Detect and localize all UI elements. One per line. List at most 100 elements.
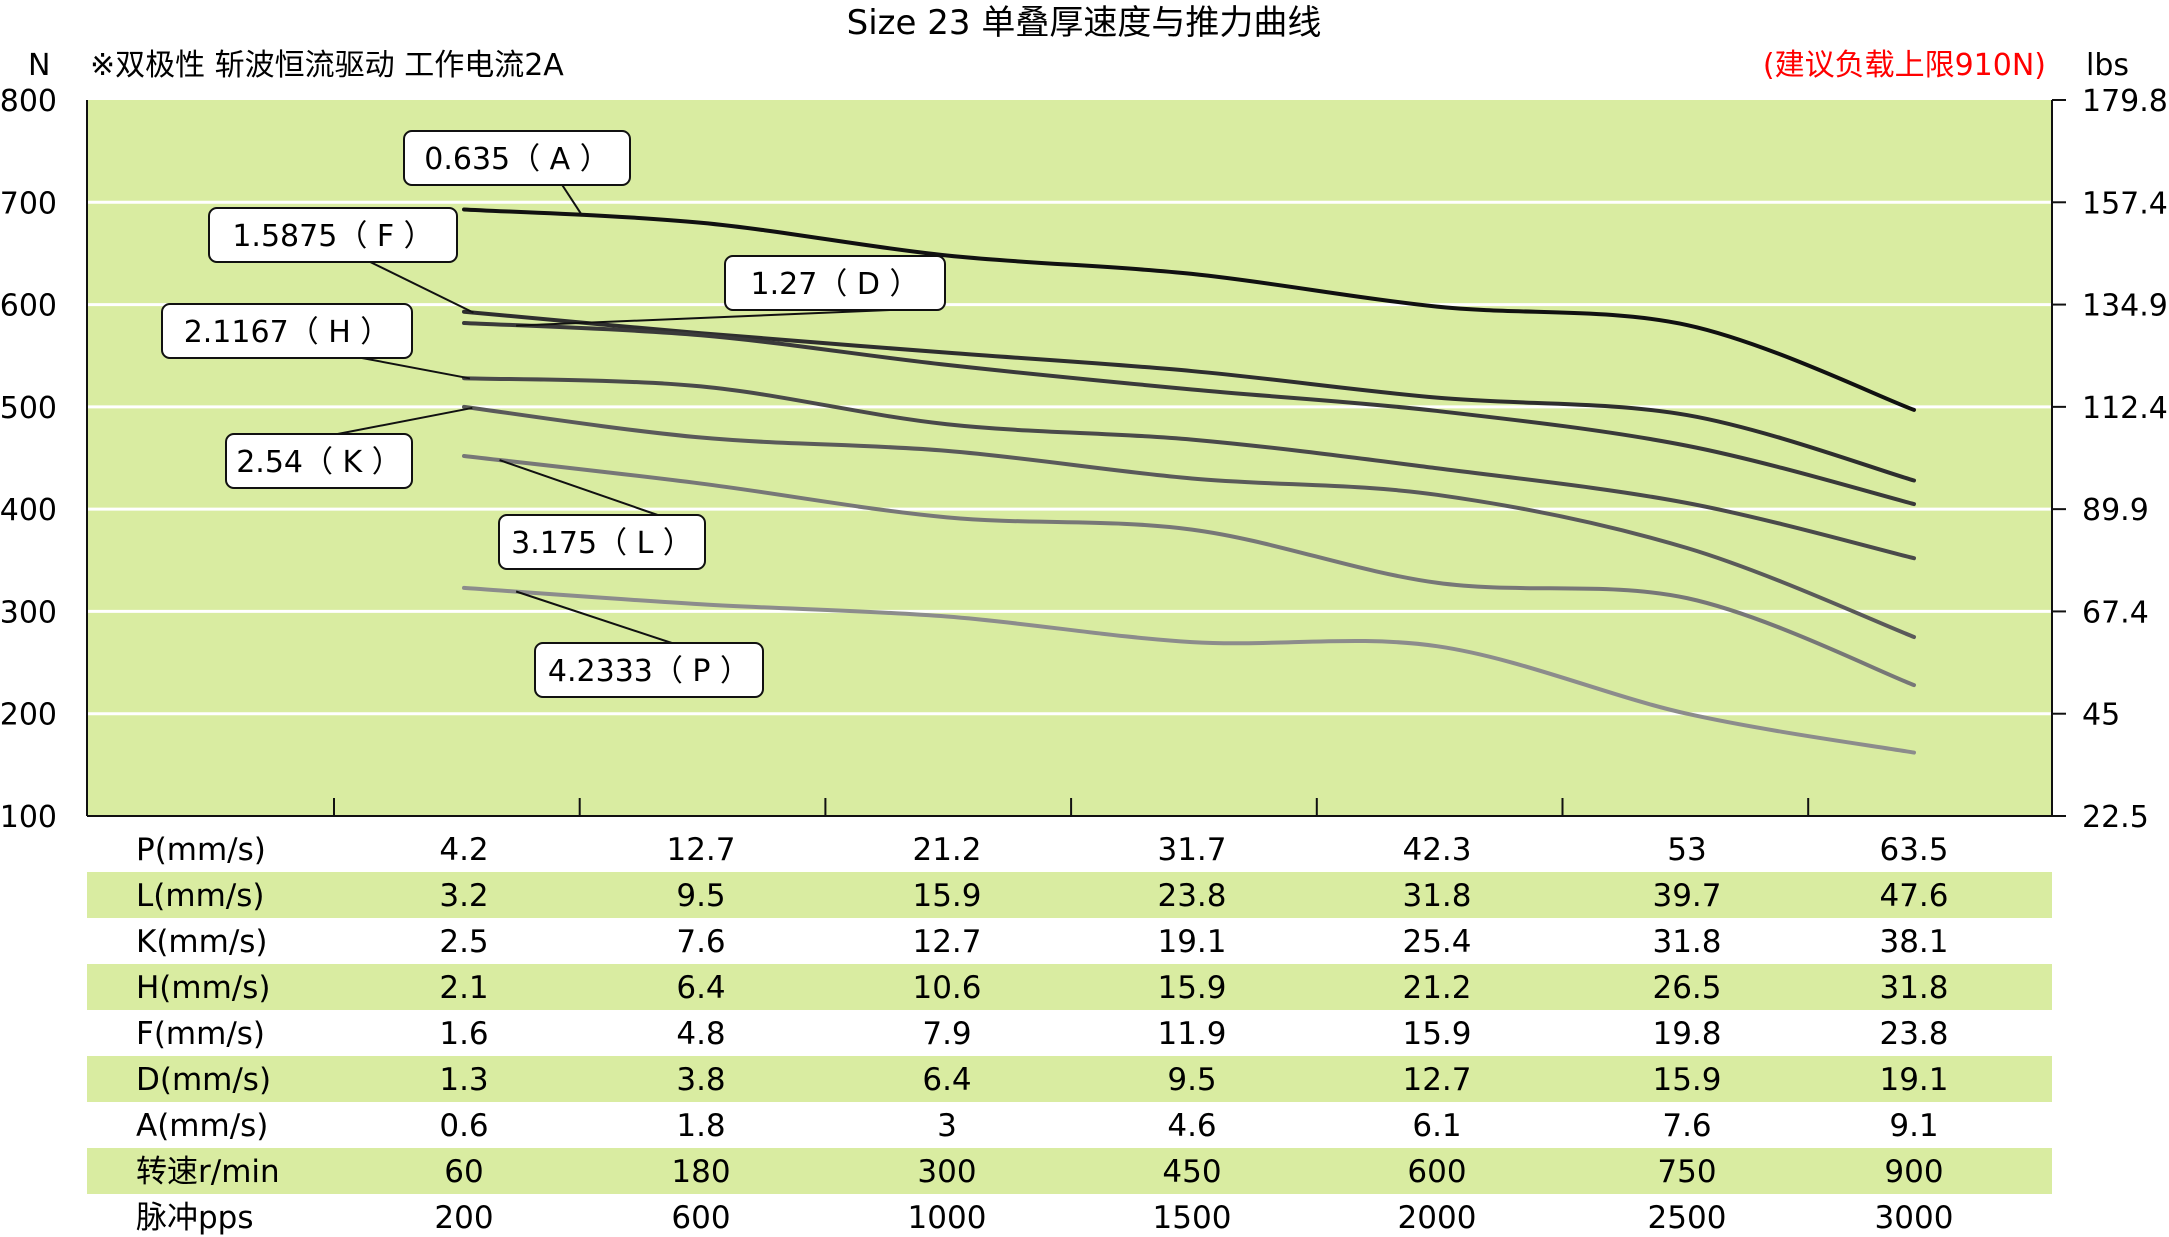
table-cell: 9.5 (676, 878, 725, 914)
chart-title: Size 23 单叠厚速度与推力曲线 (847, 3, 1322, 43)
table-cell: 60 (444, 1154, 483, 1190)
table-cell: 15.9 (1652, 1062, 1721, 1098)
plot-frame (86, 100, 2053, 817)
table-row-label: L(mm/s) (136, 878, 264, 914)
table-cell: 31.8 (1402, 878, 1471, 914)
y-axis-right-unit: lbs (2086, 48, 2129, 83)
series-line (462, 453, 1916, 688)
table-cell: 31.7 (1157, 832, 1226, 868)
table-cell: 7.6 (676, 924, 725, 960)
y-tick-label-left: 500 (0, 391, 57, 426)
table-row-label: D(mm/s) (136, 1062, 271, 1098)
table-cell: 6.4 (676, 970, 725, 1006)
table-row-label: H(mm/s) (136, 970, 271, 1006)
series-label: 1.27（ D ） (751, 267, 920, 302)
table-cell: 12.7 (912, 924, 981, 960)
series-line (462, 309, 1916, 483)
table-cell: 600 (671, 1200, 730, 1236)
table-cell: 2.1 (439, 970, 488, 1006)
callout-box (724, 255, 946, 311)
callout-pointer (516, 309, 891, 327)
table-cell: 11.9 (1157, 1016, 1226, 1052)
table-cell: 3 (937, 1108, 957, 1144)
callout-pointer (337, 406, 473, 435)
table-cell: 300 (917, 1154, 976, 1190)
y-tick-label-left: 300 (0, 595, 57, 630)
table-cell: 23.8 (1157, 878, 1226, 914)
table-cell: 31.8 (1879, 970, 1948, 1006)
table-cell: 9.1 (1889, 1108, 1938, 1144)
series-lines (462, 207, 1916, 755)
data-table: P(mm/s) 4.2 12.7 21.2 31.7 42.3 53 63.5 L(mm/s) 3… (87, 832, 2052, 1236)
series-label: 2.1167（ H ） (184, 315, 391, 350)
y-tick-label-left: 100 (0, 800, 57, 835)
callout-box (403, 130, 631, 186)
table-cell: 15.9 (1157, 970, 1226, 1006)
table-cell: 2.5 (439, 924, 488, 960)
table-cell: 38.1 (1879, 924, 1948, 960)
table-row-label: F(mm/s) (136, 1016, 265, 1052)
table-cell: 12.7 (1402, 1062, 1471, 1098)
y-tick-label-left: 800 (0, 84, 57, 119)
table-cell: 10.6 (912, 970, 981, 1006)
series-label: 3.175（ L ） (511, 526, 693, 561)
series-line (462, 404, 1916, 639)
table-cell: 9.5 (1167, 1062, 1216, 1098)
callout-box (161, 303, 413, 359)
table-row-label: 脉冲pps (136, 1200, 254, 1236)
table-cell: 15.9 (1402, 1016, 1471, 1052)
table-cell: 3.2 (439, 878, 488, 914)
table-cell: 25.4 (1402, 924, 1471, 960)
y-axis-right: 179.8 157.4 134.9 112.4 89.9 67.4 45 22.5 (2052, 84, 2168, 835)
table-cell: 3.8 (676, 1062, 725, 1098)
table-cell: 19.1 (1879, 1062, 1948, 1098)
y-axis-left-unit: N (28, 48, 50, 83)
table-cell: 200 (434, 1200, 493, 1236)
callout-pointer (561, 184, 584, 217)
table-cell: 6.4 (922, 1062, 971, 1098)
y-tick-label-right: 179.8 (2082, 84, 2168, 119)
series-label: 2.54（ K ） (236, 445, 402, 480)
table-row-band (87, 872, 2052, 918)
table-cell: 12.7 (666, 832, 735, 868)
table-cell: 63.5 (1879, 832, 1948, 868)
table-cell: 0.6 (439, 1108, 488, 1144)
table-cell: 23.8 (1879, 1016, 1948, 1052)
table-row-label: P(mm/s) (136, 832, 266, 868)
series-label: 4.2333（ P ） (548, 654, 750, 689)
series-label: 0.635（ A ） (424, 142, 609, 177)
table-row-label: K(mm/s) (136, 924, 268, 960)
table-row-band (87, 1148, 2052, 1194)
series-callouts: 0.635（ A ） 1.5875（ F ） 1.27（ D ） 2.1167（ H … (161, 130, 946, 698)
table-cell: 2000 (1398, 1200, 1477, 1236)
load-limit-note: (建议负载上限910N) (1763, 48, 2046, 83)
table-cell: 21.2 (1402, 970, 1471, 1006)
table-cell: 26.5 (1652, 970, 1721, 1006)
y-tick-label-left: 600 (0, 289, 57, 324)
table-cell: 1000 (908, 1200, 987, 1236)
table-cell: 4.2 (439, 832, 488, 868)
y-tick-label-right: 112.4 (2082, 391, 2168, 426)
table-cell: 750 (1657, 1154, 1716, 1190)
table-cell: 1.8 (676, 1108, 725, 1144)
chart-subtitle: ※双极性 斩波恒流驱动 工作电流2A (90, 48, 564, 83)
y-tick-label-left: 200 (0, 698, 57, 733)
table-cell: 4.6 (1167, 1108, 1216, 1144)
table-cell: 600 (1407, 1154, 1466, 1190)
table-cell: 31.8 (1652, 924, 1721, 960)
callout-box (225, 433, 413, 489)
table-cell: 39.7 (1652, 878, 1721, 914)
y-tick-label-right: 22.5 (2082, 800, 2149, 835)
table-cell: 47.6 (1879, 878, 1948, 914)
y-axis-left: 800 700 600 500 400 300 200 100 (0, 84, 57, 835)
series-line (462, 585, 1916, 755)
table-cell: 180 (671, 1154, 730, 1190)
table-cell: 19.8 (1652, 1016, 1721, 1052)
callout-box (534, 642, 764, 698)
table-cell: 7.9 (922, 1016, 971, 1052)
y-tick-label-right: 45 (2082, 698, 2120, 733)
table-cell: 42.3 (1402, 832, 1471, 868)
table-cell: 900 (1884, 1154, 1943, 1190)
table-cell: 21.2 (912, 832, 981, 868)
